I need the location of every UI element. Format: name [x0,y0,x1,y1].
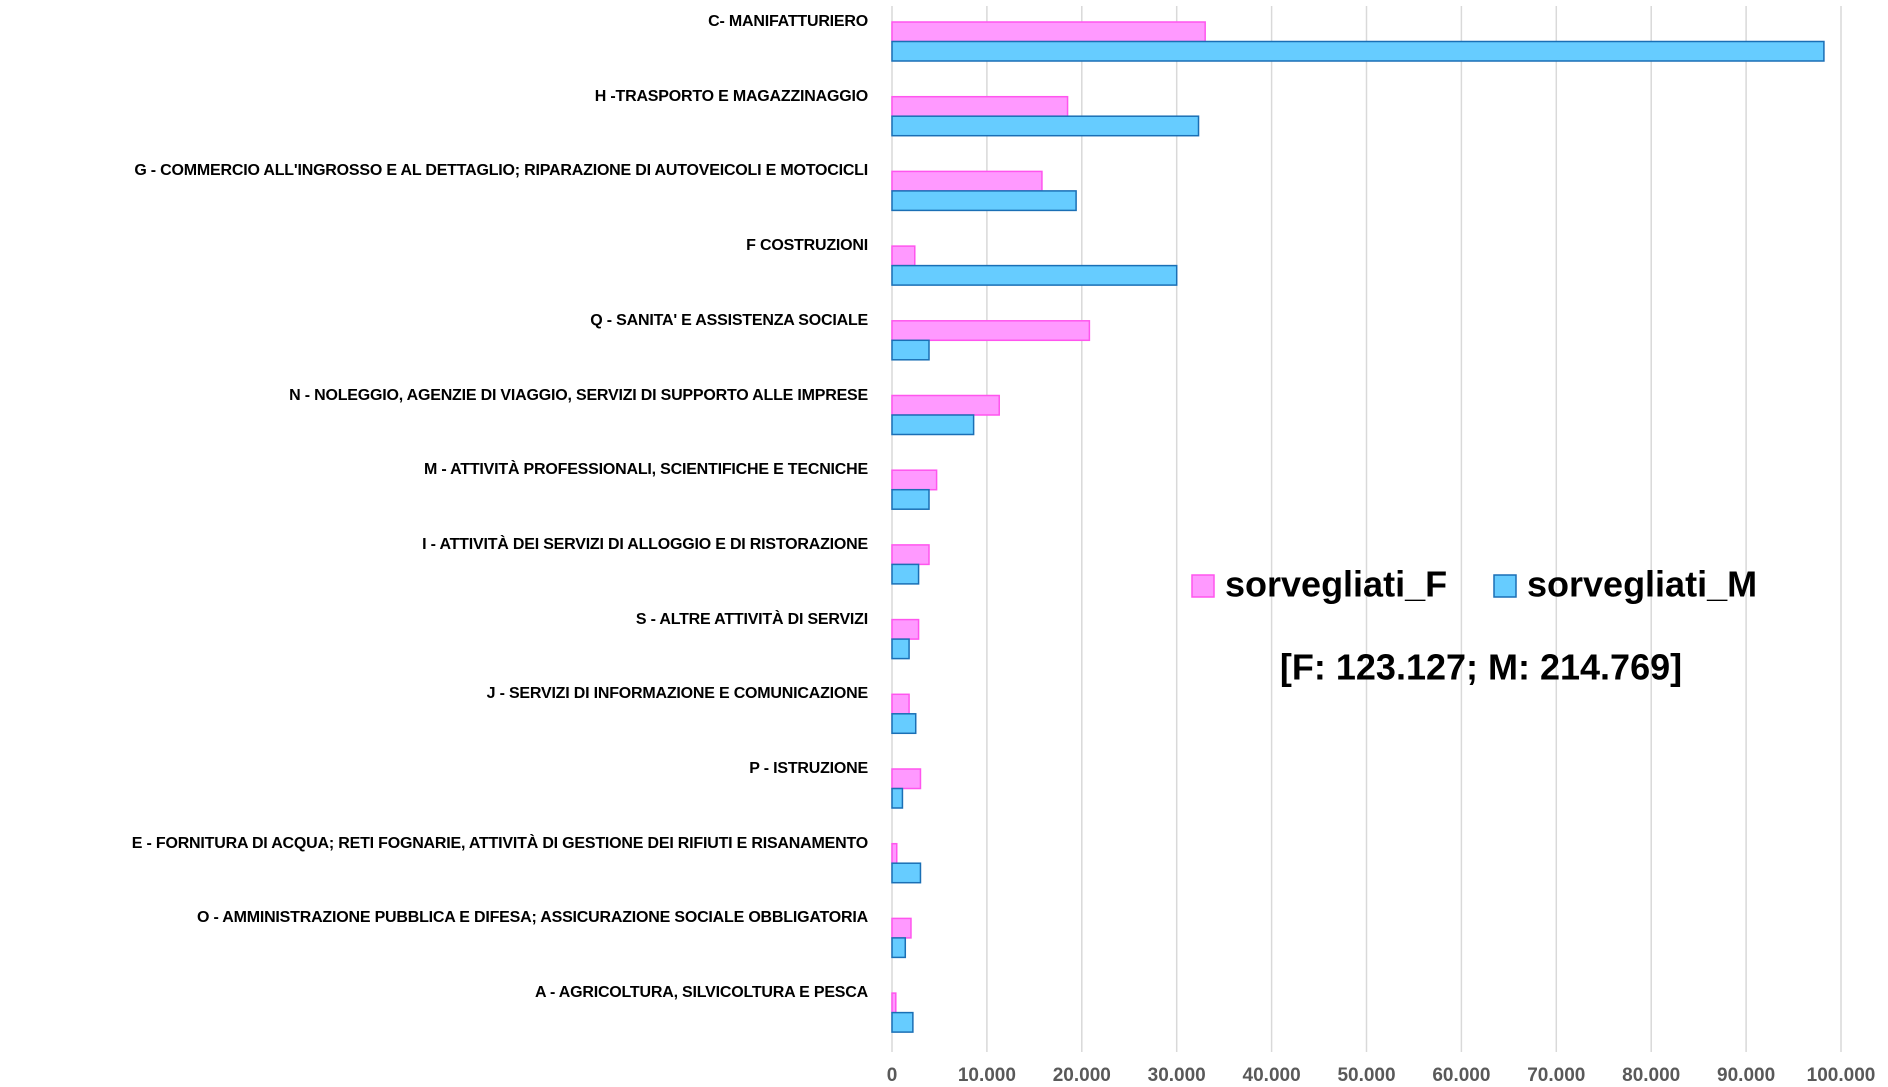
bar [891,992,897,1014]
category-label: J - SERVIZI DI INFORMAZIONE E COMUNICAZI… [486,685,869,703]
bar [891,842,898,864]
bar [891,170,1043,192]
bar [891,1011,914,1033]
category-label: N - NOLEGGIO, AGENZIE DI VIAGGIO, SERVIZ… [289,386,868,404]
category-label: Q - SANITA' E ASSISTENZA SOCIALE [590,311,868,329]
bar [891,787,904,809]
bar [891,245,916,267]
bar [891,713,917,735]
x-tick-label: 70.000 [1527,1065,1585,1086]
x-tick-label: 40.000 [1243,1065,1301,1086]
category-label: F COSTRUZIONI [746,237,868,255]
category-label: O - AMMINISTRAZIONE PUBBLICA E DIFESA; A… [196,909,868,927]
bar [891,21,1206,43]
category-label: M - ATTIVITÀ PROFESSIONALI, SCIENTIFICHE… [423,461,868,479]
bar [891,264,1178,286]
bar [891,115,1200,137]
bar [891,95,1069,117]
category-label: I - ATTIVITÀ DEI SERVIZI DI ALLOGGIO E D… [422,535,868,553]
bar [891,693,910,715]
category-label: S - ALTRE ATTIVITÀ DI SERVIZI [635,610,868,628]
bar [891,544,930,566]
legend-swatch [1191,574,1215,598]
bar [891,937,907,959]
bar [891,488,930,510]
x-tick-label: 20.000 [1053,1065,1111,1086]
category-label: C- MANIFATTURIERO [708,13,868,30]
bar [891,862,922,884]
x-tick-label: 60.000 [1432,1065,1490,1086]
x-tick-label: 50.000 [1337,1065,1395,1086]
x-tick-label: 80.000 [1622,1065,1680,1086]
category-label: P - ISTRUZIONE [749,760,868,777]
category-label: E - FORNITURA DI ACQUA; RETI FOGNARIE, A… [131,834,868,852]
legend-label: sorvegliati_F [1225,564,1447,605]
category-label: G - COMMERCIO ALL'INGROSSO E AL DETTAGLI… [134,162,868,180]
bar [891,638,910,660]
bar [891,339,930,361]
legend-swatch [1493,574,1517,598]
bar [891,320,1091,342]
bar [891,768,922,790]
bar [891,563,920,585]
legend-label: sorvegliati_M [1527,564,1757,605]
x-tick-label: 10.000 [958,1065,1016,1086]
bar [891,917,912,939]
bar [891,40,1825,62]
x-tick-label: 100.000 [1807,1065,1876,1086]
annotation: [F: 123.127; M: 214.769] [1280,647,1682,688]
bar [891,618,920,640]
bar [891,469,938,491]
x-tick-label: 90.000 [1717,1065,1775,1086]
category-label: A - AGRICOLTURA, SILVICOLTURA E PESCA [534,984,868,1002]
x-tick-label: 0 [887,1065,898,1086]
x-tick-label: 30.000 [1148,1065,1206,1086]
bar [891,394,1000,416]
bar [891,414,975,436]
bar [891,190,1077,212]
category-label: H -TRASPORTO E MAGAZZINAGGIO [594,87,868,105]
